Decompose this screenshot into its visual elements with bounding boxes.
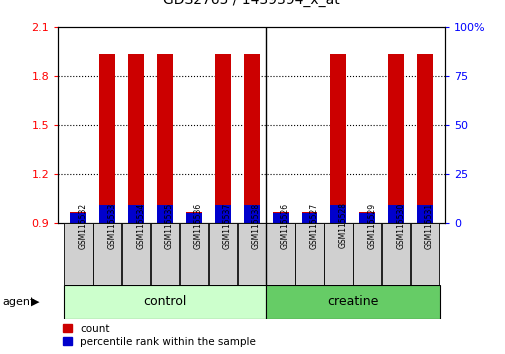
Text: GSM115528: GSM115528: [338, 202, 347, 249]
Legend: count, percentile rank within the sample: count, percentile rank within the sample: [63, 324, 256, 347]
Text: ▶: ▶: [31, 297, 40, 307]
Text: GSM115538: GSM115538: [251, 202, 260, 249]
Bar: [99, 205, 115, 223]
Bar: [301, 212, 317, 223]
Text: agent: agent: [3, 297, 35, 307]
Text: creatine: creatine: [327, 295, 378, 308]
Bar: [243, 205, 259, 223]
Bar: [410, 223, 438, 285]
Text: GSM115531: GSM115531: [424, 202, 433, 249]
Text: GSM115534: GSM115534: [136, 202, 145, 249]
Bar: [215, 205, 230, 223]
Bar: [266, 223, 294, 285]
Text: GSM115529: GSM115529: [367, 202, 376, 249]
Bar: [64, 223, 92, 285]
Bar: [295, 223, 323, 285]
Bar: [237, 223, 265, 285]
Bar: [324, 223, 352, 285]
Text: GSM115527: GSM115527: [309, 202, 318, 249]
Text: GSM115535: GSM115535: [165, 202, 174, 249]
Bar: [359, 213, 375, 223]
Bar: [179, 223, 208, 285]
Bar: [387, 55, 403, 223]
Bar: [387, 205, 403, 223]
Bar: [99, 55, 115, 223]
Bar: [70, 213, 86, 223]
Text: GSM115537: GSM115537: [222, 202, 231, 249]
Bar: [416, 55, 432, 223]
Text: GSM115533: GSM115533: [107, 202, 116, 249]
Bar: [157, 205, 173, 223]
Bar: [186, 213, 201, 223]
Bar: [266, 285, 439, 319]
Bar: [272, 213, 288, 223]
Bar: [215, 55, 230, 223]
Bar: [301, 213, 317, 223]
Bar: [359, 212, 375, 223]
Bar: [381, 223, 410, 285]
Bar: [330, 205, 345, 223]
Bar: [64, 285, 266, 319]
Bar: [208, 223, 236, 285]
Bar: [330, 55, 345, 223]
Text: GSM115532: GSM115532: [78, 202, 87, 249]
Text: GSM115526: GSM115526: [280, 202, 289, 249]
Bar: [70, 212, 86, 223]
Bar: [272, 212, 288, 223]
Text: GDS2765 / 1439394_x_at: GDS2765 / 1439394_x_at: [163, 0, 339, 7]
Bar: [186, 212, 201, 223]
Text: GSM115536: GSM115536: [193, 202, 203, 249]
Bar: [128, 55, 144, 223]
Bar: [352, 223, 381, 285]
Bar: [150, 223, 179, 285]
Bar: [157, 55, 173, 223]
Text: GSM115530: GSM115530: [395, 202, 405, 249]
Bar: [128, 205, 144, 223]
Bar: [416, 205, 432, 223]
Bar: [93, 223, 121, 285]
Bar: [243, 55, 259, 223]
Bar: [122, 223, 150, 285]
Text: control: control: [143, 295, 186, 308]
